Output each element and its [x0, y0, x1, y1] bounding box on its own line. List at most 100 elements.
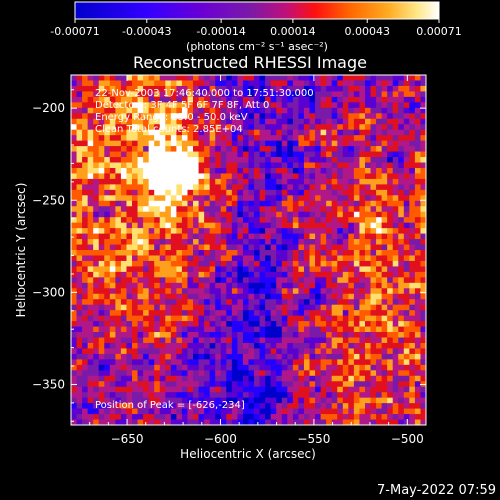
heatmap-cell [353, 359, 360, 366]
heatmap-cell [342, 375, 349, 382]
heatmap-cell [82, 244, 89, 251]
heatmap-cell [137, 370, 144, 377]
heatmap-cell [403, 206, 410, 213]
heatmap-cell [137, 277, 144, 284]
heatmap-cell [148, 211, 155, 218]
heatmap-cell [82, 178, 89, 185]
heatmap-cell [387, 217, 394, 224]
heatmap-cell [76, 189, 83, 196]
heatmap-cell [76, 244, 83, 251]
heatmap-cell [220, 250, 227, 256]
heatmap-cell [370, 408, 377, 415]
heatmap-cell [137, 80, 144, 87]
heatmap-cell [392, 102, 399, 109]
heatmap-cell [132, 288, 138, 295]
heatmap-cell [181, 96, 188, 103]
heatmap-cell [71, 414, 77, 420]
heatmap-cell [342, 260, 349, 267]
heatmap-cell [259, 118, 266, 125]
heatmap-cell [270, 337, 277, 344]
heatmap-cell [287, 178, 294, 185]
heatmap-cell [143, 222, 150, 229]
heatmap-cell [254, 408, 260, 415]
heatmap-cell [231, 250, 238, 256]
heatmap-cell [87, 310, 94, 317]
heatmap-cell [359, 113, 366, 120]
heatmap-cell [198, 211, 205, 218]
heatmap-cell [98, 244, 105, 251]
heatmap-cell [242, 217, 249, 224]
heatmap-cell [298, 129, 305, 136]
heatmap-cell [159, 102, 166, 109]
heatmap-cell [248, 140, 255, 147]
heatmap-cell [287, 107, 294, 114]
heatmap-cell [414, 397, 421, 404]
heatmap-cell [398, 392, 405, 399]
heatmap-cell [154, 353, 161, 360]
heatmap-cell [204, 403, 211, 409]
heatmap-cell [104, 293, 111, 300]
heatmap-cell [137, 217, 144, 224]
heatmap-cell [281, 386, 288, 393]
heatmap-cell [342, 370, 349, 377]
heatmap-cell [87, 293, 94, 300]
heatmap-cell [320, 315, 327, 322]
heatmap-cell [353, 173, 360, 180]
heatmap-cell [326, 408, 333, 415]
heatmap-cell [143, 277, 150, 284]
heatmap-cell [303, 381, 310, 388]
heatmap-cell [370, 217, 377, 224]
heatmap-cell [93, 162, 100, 169]
heatmap-cell [98, 310, 105, 317]
heatmap-cell [82, 80, 89, 87]
heatmap-cell [331, 370, 338, 377]
heatmap-cell [237, 332, 244, 338]
heatmap-cell [104, 304, 111, 311]
heatmap-cell [276, 113, 283, 120]
heatmap-cell [104, 299, 111, 306]
heatmap-cell [387, 178, 394, 185]
heatmap-cell [126, 271, 133, 278]
heatmap-cell [403, 359, 410, 366]
heatmap-cell [348, 381, 355, 388]
heatmap-cell [154, 414, 161, 420]
heatmap-cell [342, 310, 349, 317]
heatmap-cell [398, 195, 405, 202]
heatmap-cell [193, 189, 199, 196]
heatmap-cell [137, 304, 144, 311]
heatmap-cell [220, 173, 227, 180]
heatmap-cell [98, 408, 105, 415]
heatmap-cell [98, 162, 105, 169]
heatmap-cell [254, 206, 260, 213]
heatmap-cell [320, 299, 327, 306]
heatmap-cell [242, 250, 249, 256]
heatmap-cell [176, 392, 183, 399]
heatmap-cell [403, 195, 410, 202]
heatmap-cell [254, 392, 260, 399]
heatmap-cell [281, 178, 288, 185]
heatmap-cell [359, 397, 366, 404]
heatmap-cell [420, 299, 426, 306]
heatmap-cell [98, 91, 105, 98]
heatmap-cell [259, 359, 266, 366]
heatmap-cell [409, 342, 416, 349]
heatmap-cell [193, 353, 199, 360]
heatmap-cell [237, 124, 244, 131]
heatmap-cell [270, 348, 277, 355]
heatmap-cell [414, 80, 421, 87]
heatmap-cell [98, 129, 105, 136]
heatmap-cell [120, 102, 127, 109]
heatmap-cell [276, 260, 283, 267]
heatmap-cell [154, 266, 161, 273]
heatmap-cell [237, 315, 244, 322]
heatmap-cell [143, 173, 150, 180]
heatmap-cell [104, 118, 111, 125]
heatmap-cell [320, 222, 327, 229]
heatmap-cell [132, 85, 138, 92]
heatmap-cell [204, 392, 211, 399]
heatmap-cell [170, 244, 177, 251]
heatmap-cell [93, 91, 100, 98]
heatmap-cell [309, 228, 316, 234]
heatmap-cell [326, 348, 333, 355]
heatmap-cell [364, 364, 371, 371]
